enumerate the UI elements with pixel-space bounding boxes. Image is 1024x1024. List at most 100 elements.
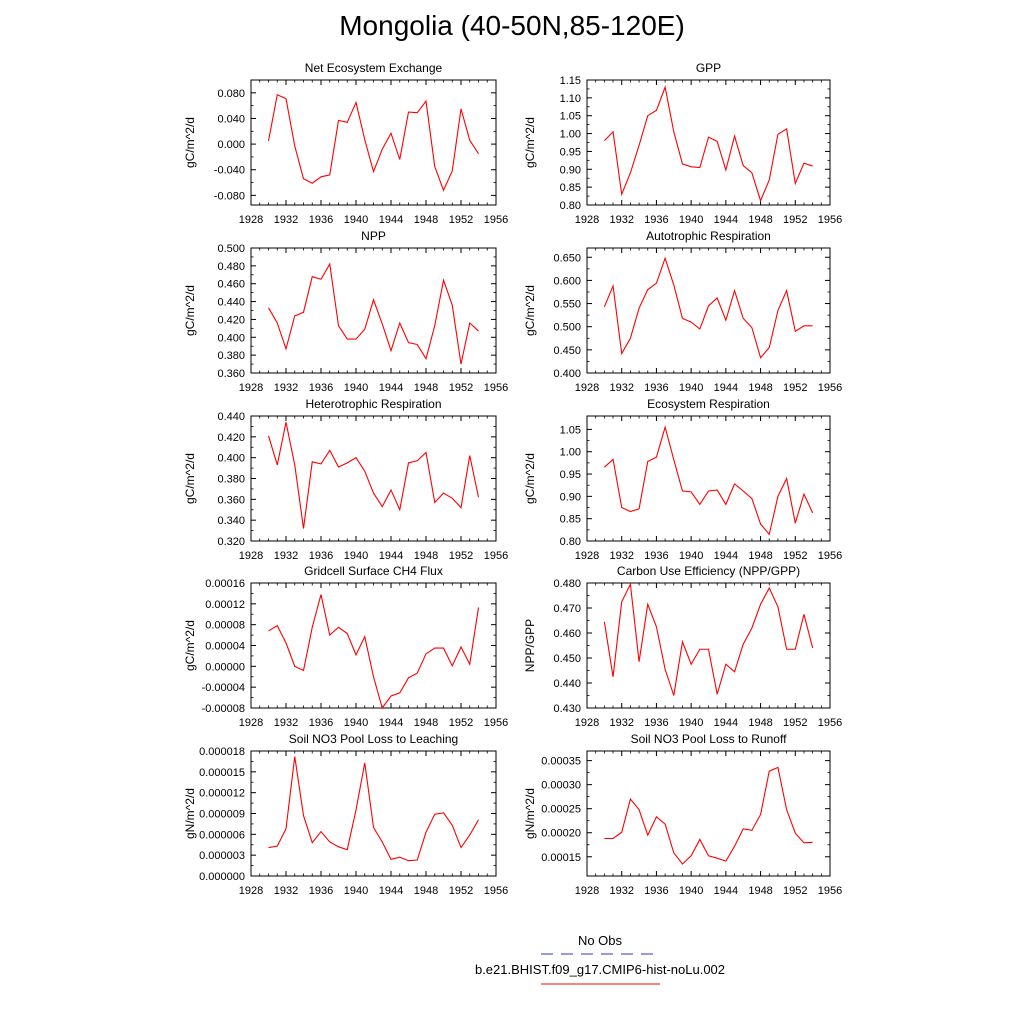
plot-frame xyxy=(586,750,831,877)
x-tick-label: 1928 xyxy=(239,214,263,226)
chart-panel-1: Net Ecosystem Exchange 1928 1932 1936 1940 19… xyxy=(183,61,508,226)
x-tick-label: 1952 xyxy=(449,382,473,394)
x-tick-label: 1932 xyxy=(274,550,298,562)
x-tick-label: 1932 xyxy=(609,214,633,226)
y-tick-label: 0.440 xyxy=(553,678,581,690)
y-tick-label: 0.00025 xyxy=(541,804,581,816)
y-tick-label: 0.000015 xyxy=(199,767,245,779)
panel-title: Soil NO3 Pool Loss to Leaching xyxy=(289,732,458,746)
y-tick-label: 0.460 xyxy=(553,628,581,640)
x-tick-label: 1932 xyxy=(609,550,633,562)
x-tick-label: 1940 xyxy=(679,382,703,394)
y-tick-label: 1.00 xyxy=(560,129,581,141)
x-tick-label: 1952 xyxy=(783,717,807,729)
x-tick-label: 1932 xyxy=(609,382,633,394)
series-line xyxy=(267,422,480,529)
x-tick-label: 1940 xyxy=(679,717,703,729)
x-tick-label: 1936 xyxy=(644,214,668,226)
panel-title: Soil NO3 Pool Loss to Runoff xyxy=(631,732,788,746)
x-tick-label: 1956 xyxy=(484,382,508,394)
x-tick-label: 1948 xyxy=(748,382,772,394)
x-tick-label: 1936 xyxy=(309,382,333,394)
x-tick-label: 1944 xyxy=(714,550,738,562)
x-tick-label: 1944 xyxy=(379,214,403,226)
x-tick-label: 1928 xyxy=(575,885,599,897)
y-axis-label: gC/m^2/d xyxy=(183,117,197,168)
x-tick-label: 1936 xyxy=(309,885,333,897)
x-tick-label: 1956 xyxy=(484,214,508,226)
x-tick-label: 1936 xyxy=(309,214,333,226)
y-tick-label: 1.10 xyxy=(560,93,581,105)
y-tick-label: 0.500 xyxy=(217,243,245,255)
y-tick-label: 0.000012 xyxy=(199,788,245,800)
x-tick-label: 1956 xyxy=(818,885,842,897)
x-tick-label: 1948 xyxy=(748,885,772,897)
x-tick-label: 1936 xyxy=(309,717,333,729)
y-tick-label: -0.00004 xyxy=(202,682,245,694)
series-line xyxy=(603,256,813,359)
x-tick-label: 1948 xyxy=(414,717,438,729)
x-tick-label: 1948 xyxy=(414,550,438,562)
y-tick-label: 0.550 xyxy=(553,299,581,311)
y-tick-label: 1.05 xyxy=(560,111,581,123)
y-tick-label: 0.000000 xyxy=(199,871,245,883)
x-tick-label: 1940 xyxy=(344,550,368,562)
x-tick-label: 1936 xyxy=(309,550,333,562)
x-tick-label: 1928 xyxy=(575,382,599,394)
y-tick-label: 0.80 xyxy=(560,536,581,548)
chart-panel-7: Gridcell Surface CH4 Flux 1928 1932 1936 194… xyxy=(183,564,508,729)
y-tick-label: 0.430 xyxy=(553,703,581,715)
x-tick-label: 1944 xyxy=(714,717,738,729)
y-tick-label: -0.040 xyxy=(214,165,245,177)
y-tick-label: 0.000018 xyxy=(199,746,245,758)
y-tick-label: 0.480 xyxy=(553,578,581,590)
y-tick-label: 0.00000 xyxy=(205,661,245,673)
panel-title: GPP xyxy=(696,61,721,75)
x-tick-label: 1936 xyxy=(644,382,668,394)
x-tick-label: 1944 xyxy=(379,550,403,562)
y-tick-label: 0.400 xyxy=(217,453,245,465)
panel-title: Ecosystem Respiration xyxy=(647,397,770,411)
y-tick-label: 0.420 xyxy=(217,314,245,326)
x-tick-label: 1952 xyxy=(449,885,473,897)
panel-title: Net Ecosystem Exchange xyxy=(305,61,443,75)
y-tick-label: -0.00008 xyxy=(202,703,245,715)
y-axis-label: gC/m^2/d xyxy=(523,453,537,504)
y-tick-label: 0.00004 xyxy=(205,641,245,653)
y-tick-label: 0.420 xyxy=(217,432,245,444)
x-tick-label: 1944 xyxy=(714,214,738,226)
y-axis-label: gC/m^2/d xyxy=(523,285,537,336)
panel-title: Carbon Use Efficiency (NPP/GPP) xyxy=(617,564,800,578)
series-line xyxy=(603,582,814,696)
x-tick-label: 1952 xyxy=(783,214,807,226)
y-tick-label: 0.450 xyxy=(553,345,581,357)
y-tick-label: 0.000006 xyxy=(199,829,245,841)
series-line xyxy=(604,766,813,865)
x-tick-label: 1956 xyxy=(818,550,842,562)
plot-frame xyxy=(250,415,497,542)
y-tick-label: 0.650 xyxy=(553,252,581,264)
x-tick-label: 1932 xyxy=(609,885,633,897)
y-tick-label: 0.440 xyxy=(217,411,245,423)
x-tick-label: 1952 xyxy=(449,717,473,729)
chart-panel-5: Heterotrophic Respiration 1928 1932 1936 194… xyxy=(183,397,508,562)
y-tick-label: 0.600 xyxy=(553,275,581,287)
x-tick-label: 1940 xyxy=(679,885,703,897)
x-tick-label: 1928 xyxy=(239,550,263,562)
y-axis-label: gC/m^2/d xyxy=(523,117,537,168)
y-tick-label: 0.95 xyxy=(560,146,581,158)
x-tick-label: 1944 xyxy=(714,885,738,897)
y-tick-label: 0.85 xyxy=(560,182,581,194)
x-tick-label: 1952 xyxy=(449,214,473,226)
x-tick-label: 1936 xyxy=(644,717,668,729)
x-tick-label: 1936 xyxy=(644,550,668,562)
legend-obs-label: No Obs xyxy=(577,933,623,948)
x-tick-label: 1928 xyxy=(575,214,599,226)
y-tick-label: 0.00016 xyxy=(205,578,245,590)
x-tick-label: 1948 xyxy=(748,214,772,226)
x-tick-label: 1956 xyxy=(818,717,842,729)
chart-panel-3: NPP 1928 1932 1936 1940 1944 1948 1952 1956 0.360… xyxy=(183,229,508,394)
y-tick-label: 0.00008 xyxy=(205,620,245,632)
y-tick-label: 0.040 xyxy=(217,113,245,125)
